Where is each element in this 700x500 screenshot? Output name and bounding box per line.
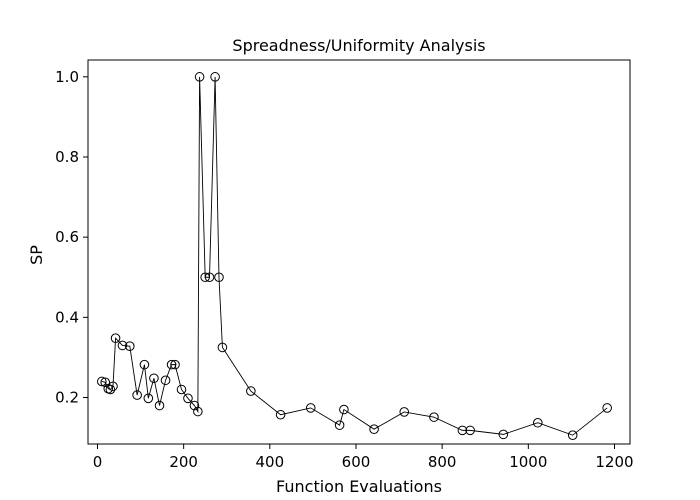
data-point: [200, 272, 210, 283]
data-point: [498, 429, 509, 440]
data-point: [139, 359, 150, 370]
data-point: [96, 376, 107, 387]
data-point: [108, 381, 118, 392]
plot-area: [87, 59, 631, 445]
data-point: [149, 373, 159, 384]
y-tick-label: 0.2: [55, 389, 79, 407]
data-point: [369, 424, 379, 434]
data-point: [334, 420, 345, 430]
y-axis-title: SP: [27, 245, 46, 265]
data-point: [154, 400, 165, 411]
x-tick-label: 0: [93, 453, 103, 471]
data-point: [602, 403, 612, 413]
chart-title: Spreadness/Uniformity Analysis: [232, 36, 485, 55]
data-point: [193, 406, 203, 417]
y-tick-label: 0.6: [55, 228, 79, 246]
data-point: [100, 377, 111, 388]
data-point: [189, 400, 200, 411]
data-point: [457, 425, 468, 436]
data-point: [143, 393, 154, 404]
data-point: [124, 341, 135, 352]
data-point: [166, 359, 177, 370]
plot-frame: [87, 59, 631, 445]
data-point: [105, 384, 116, 395]
x-tick-label: 200: [169, 453, 198, 471]
data-point: [567, 430, 578, 440]
data-point: [132, 390, 142, 400]
x-tick-label: 400: [255, 453, 284, 471]
data-point: [339, 404, 349, 415]
y-tick-label: 0.8: [55, 148, 79, 166]
data-point: [117, 340, 128, 351]
data-point: [204, 272, 215, 283]
data-point: [217, 342, 228, 353]
x-tick-label: 800: [428, 453, 457, 471]
data-point: [246, 386, 256, 396]
x-tick-label: 1200: [595, 453, 633, 471]
x-tick-label: 1000: [509, 453, 547, 471]
data-point: [399, 407, 410, 417]
data-point: [110, 333, 121, 343]
data-point: [533, 417, 543, 428]
y-tick-label: 1.0: [55, 68, 79, 86]
plot-background: [88, 60, 630, 444]
data-point: [194, 72, 205, 82]
x-axis: 0 200 400 600 800 1000 1200: [93, 444, 634, 471]
y-tick-label: 0.4: [55, 308, 79, 326]
data-point: [210, 72, 220, 82]
y-axis: 0.2 0.4 0.6 0.8 1.0: [55, 68, 88, 407]
data-point: [214, 272, 224, 283]
series-layer: [96, 72, 612, 440]
data-point: [183, 393, 193, 404]
data-point: [429, 412, 439, 422]
data-point: [465, 425, 475, 436]
x-axis-title: Function Evaluations: [276, 477, 442, 496]
data-point: [170, 359, 180, 370]
x-tick-label: 600: [342, 453, 371, 471]
series-line: [101, 76, 608, 436]
data-point: [275, 409, 286, 420]
data-point: [160, 375, 171, 386]
data-point: [305, 403, 316, 413]
data-point: [176, 384, 187, 395]
